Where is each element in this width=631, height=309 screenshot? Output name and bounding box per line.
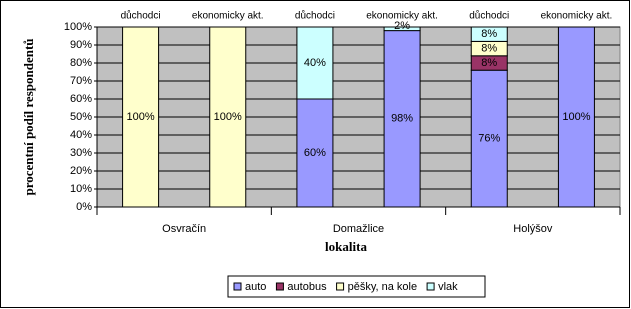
x-tick-label: ekonomicky akt. <box>192 11 264 22</box>
y-tick-label: 0% <box>76 201 92 213</box>
bar-segment <box>383 26 421 32</box>
legend-swatch <box>426 282 435 291</box>
x-axis-title: lokalita <box>325 239 367 254</box>
bar-segment <box>296 98 334 208</box>
group-label: Domažlice <box>333 223 384 235</box>
data-label: 8% <box>481 43 497 55</box>
data-label: 100% <box>214 111 242 123</box>
legend-label: auto <box>245 281 266 293</box>
x-tick-label: důchodci <box>121 10 161 22</box>
data-label: 8% <box>481 57 497 69</box>
data-label: 40% <box>304 57 326 69</box>
legend <box>227 275 486 298</box>
legend-swatch <box>233 282 242 291</box>
y-tick-label: 60% <box>70 93 92 105</box>
legend-label: pěšky, na kole <box>348 281 418 293</box>
legend-label: autobus <box>287 281 327 293</box>
y-tick-label: 90% <box>70 39 92 51</box>
bar-segment <box>209 26 247 208</box>
y-tick-label: 70% <box>70 75 92 87</box>
y-axis-title: procentní podíl respondentů <box>21 38 36 195</box>
y-tick-label: 100% <box>64 21 92 33</box>
bar-segment <box>470 69 508 208</box>
y-tick-label: 40% <box>70 129 92 141</box>
y-tick-label: 80% <box>70 57 92 69</box>
bar-segment <box>122 26 160 208</box>
data-label: 100% <box>562 111 590 123</box>
x-tick-label: ekonomicky akt. <box>366 11 438 22</box>
legend-swatch <box>275 282 284 291</box>
data-label: 100% <box>127 111 155 123</box>
y-tick-label: 50% <box>70 111 92 123</box>
bar-segment <box>296 26 334 100</box>
data-label: 98% <box>391 113 413 125</box>
legend-label: vlak <box>438 281 458 293</box>
group-label: Holýšov <box>513 223 553 235</box>
y-tick-label: 10% <box>70 183 92 195</box>
data-label: 60% <box>304 147 326 159</box>
data-label: 76% <box>478 133 500 145</box>
bar-segment <box>470 26 508 42</box>
x-tick-label: důchodci <box>295 10 335 22</box>
y-tick-label: 20% <box>70 165 92 177</box>
data-label: 8% <box>481 28 497 40</box>
legend-swatch <box>336 282 345 291</box>
data-label: 2% <box>394 20 410 32</box>
y-tick-label: 30% <box>70 147 92 159</box>
bar-segment <box>557 26 595 208</box>
group-label: Osvračín <box>162 223 206 235</box>
x-tick-label: ekonomicky akt. <box>541 11 613 22</box>
x-tick-label: důchodci <box>469 10 509 22</box>
